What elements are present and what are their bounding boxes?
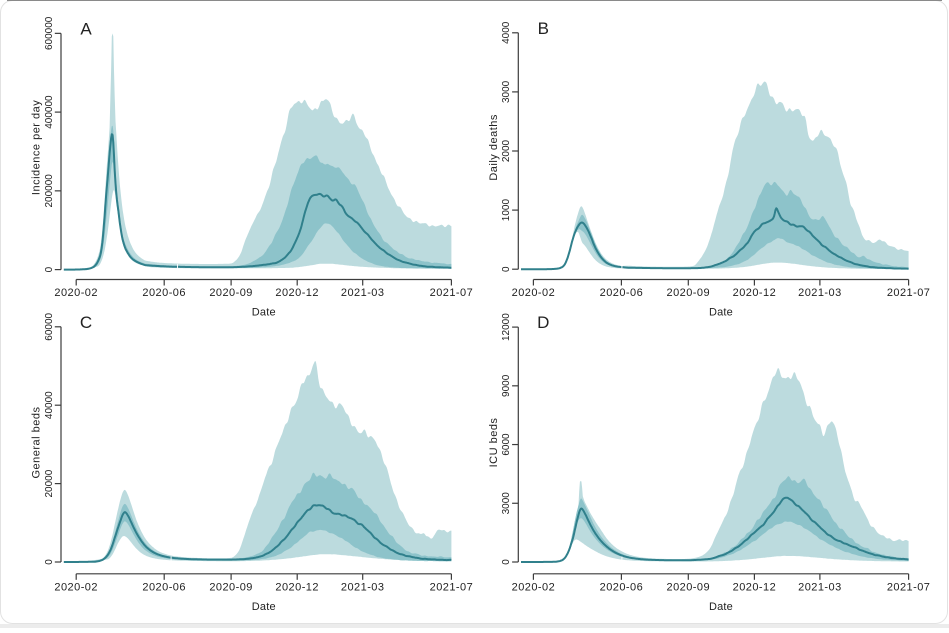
svg-text:2021-07: 2021-07 (887, 287, 931, 299)
svg-text:ICU beds: ICU beds (488, 418, 500, 468)
svg-text:Incidence per day: Incidence per day (31, 100, 43, 195)
svg-text:2021-03: 2021-03 (798, 581, 842, 593)
svg-text:2020-09: 2020-09 (667, 287, 711, 299)
svg-text:2020-09: 2020-09 (209, 287, 253, 299)
svg-text:General beds: General beds (31, 406, 43, 478)
svg-text:2020-09: 2020-09 (667, 581, 711, 593)
svg-text:A: A (80, 19, 92, 38)
svg-text:2020-06: 2020-06 (142, 287, 186, 299)
svg-text:0: 0 (501, 266, 512, 272)
svg-text:40000: 40000 (44, 391, 55, 419)
svg-text:Date: Date (252, 601, 276, 613)
svg-text:2020-02: 2020-02 (512, 287, 556, 299)
svg-text:Date: Date (252, 307, 276, 319)
svg-text:400000: 400000 (44, 95, 55, 129)
svg-text:60000: 60000 (44, 312, 55, 340)
svg-text:2020-02: 2020-02 (512, 581, 556, 593)
svg-text:2021-03: 2021-03 (798, 287, 842, 299)
svg-text:2020-06: 2020-06 (600, 287, 644, 299)
svg-text:2020-06: 2020-06 (600, 581, 644, 593)
svg-text:2020-02: 2020-02 (54, 581, 98, 593)
svg-text:2020-12: 2020-12 (275, 581, 319, 593)
svg-text:2021-07: 2021-07 (887, 581, 931, 593)
svg-text:2000: 2000 (501, 139, 512, 162)
svg-text:C: C (80, 313, 92, 332)
svg-text:2021-07: 2021-07 (430, 581, 474, 593)
svg-text:Date: Date (709, 601, 733, 613)
svg-text:2021-07: 2021-07 (430, 287, 474, 299)
svg-text:Date: Date (709, 307, 733, 319)
svg-text:9000: 9000 (501, 374, 512, 397)
svg-text:Daily deaths: Daily deaths (488, 114, 500, 181)
svg-text:6000: 6000 (501, 433, 512, 456)
svg-text:0: 0 (501, 559, 512, 565)
svg-text:4000: 4000 (501, 21, 512, 44)
svg-text:2020-12: 2020-12 (275, 287, 319, 299)
svg-text:2020-09: 2020-09 (209, 581, 253, 593)
svg-text:2020-12: 2020-12 (733, 287, 777, 299)
svg-text:B: B (538, 19, 549, 38)
svg-text:2021-03: 2021-03 (341, 287, 385, 299)
svg-text:2020-06: 2020-06 (142, 581, 186, 593)
svg-text:3000: 3000 (501, 492, 512, 515)
svg-text:D: D (537, 313, 549, 332)
svg-text:3000: 3000 (501, 80, 512, 103)
svg-text:200000: 200000 (44, 174, 55, 208)
svg-text:600000: 600000 (44, 16, 55, 50)
svg-text:0: 0 (44, 266, 55, 272)
svg-text:12000: 12000 (501, 313, 512, 341)
svg-text:2020-02: 2020-02 (54, 287, 98, 299)
svg-text:2021-03: 2021-03 (341, 581, 385, 593)
svg-text:20000: 20000 (44, 469, 55, 497)
svg-text:2020-12: 2020-12 (733, 581, 777, 593)
svg-text:0: 0 (44, 559, 55, 565)
svg-text:1000: 1000 (501, 199, 512, 222)
